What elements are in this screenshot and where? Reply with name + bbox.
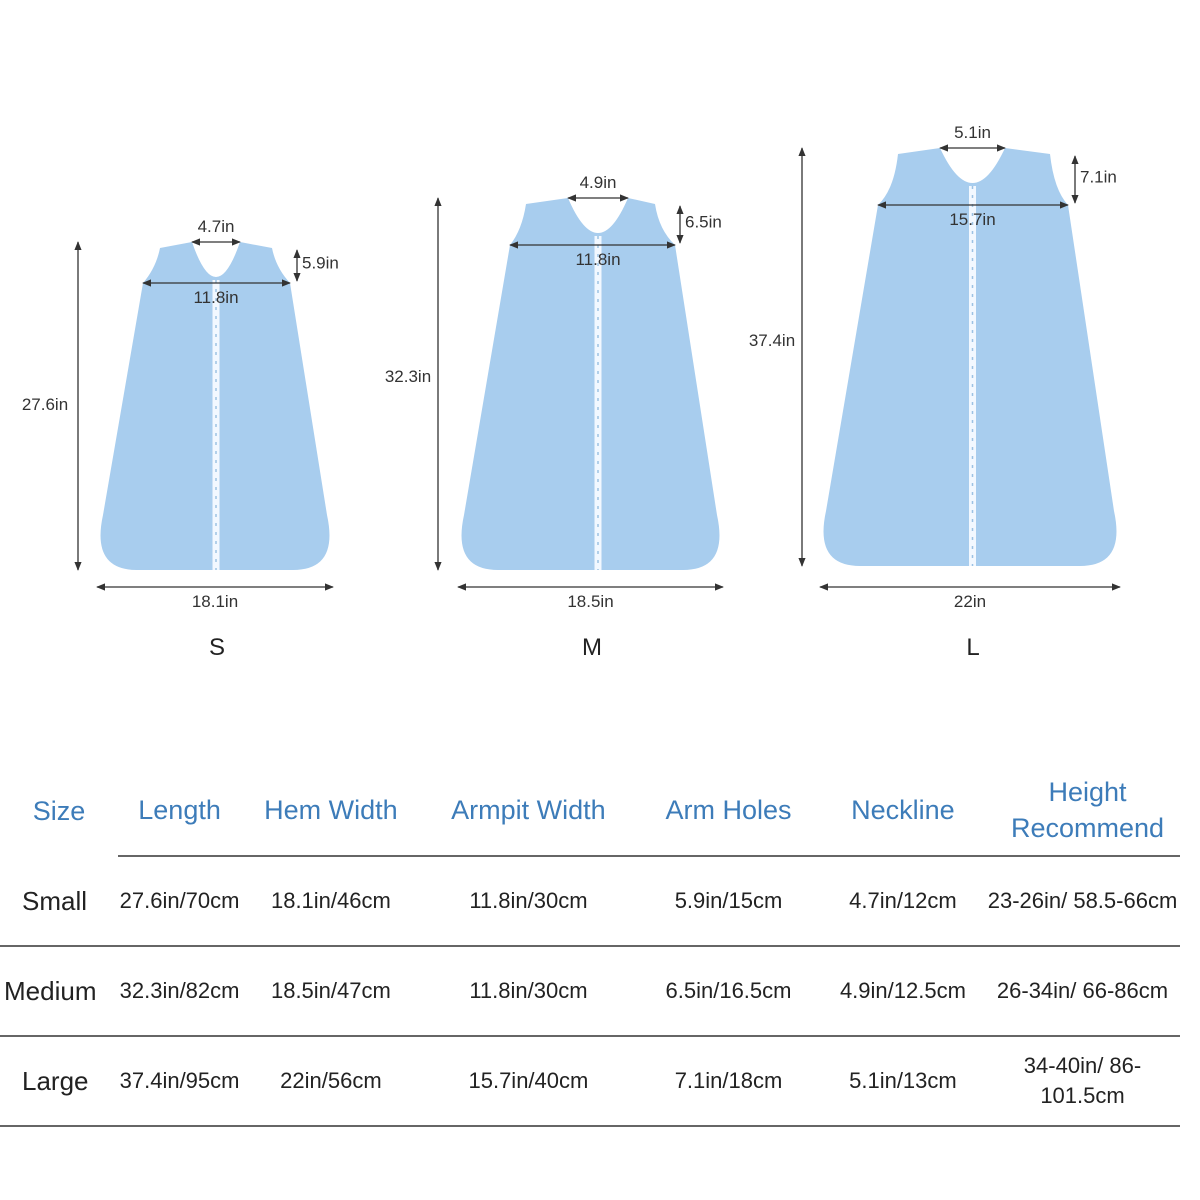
cell-armpit-width: 11.8in/30cm <box>420 856 637 947</box>
cell-hem-width: 22in/56cm <box>241 1036 421 1127</box>
cell-hem-width: 18.5in/47cm <box>241 946 421 1037</box>
cell-size: Large <box>0 1036 118 1127</box>
cell-size: Medium <box>0 946 118 1037</box>
header-arm-holes: Arm Holes <box>636 765 821 857</box>
table-row: Medium 32.3in/82cm 18.5in/47cm 11.8in/30cm 6… <box>0 946 1180 1037</box>
cell-length: 32.3in/82cm <box>118 946 242 1037</box>
neck-label: 4.9in <box>580 173 617 192</box>
header-armpit-width: Armpit Width <box>420 765 637 857</box>
size-table: Size Length Hem Width Armpit Width Arm H… <box>0 765 1180 1127</box>
armhole-label: 7.1in <box>1080 168 1117 187</box>
size-diagram: 27.6in 18.1in 11.8in 4.7in 5.9in S 32.3in 18.5i… <box>22 123 1121 661</box>
table-row: Large 37.4in/95cm 22in/56cm 15.7in/40cm 7.1i… <box>0 1036 1180 1127</box>
hem-label: 18.5in <box>567 592 613 611</box>
header-hem-width: Hem Width <box>241 765 421 857</box>
sleep-sack-m <box>461 198 720 570</box>
cell-height-recommend: 26-34in/ 66-86cm <box>985 946 1180 1037</box>
hem-label: 22in <box>954 592 986 611</box>
header-size: Size <box>32 795 86 826</box>
cell-armpit-width: 11.8in/30cm <box>420 946 637 1037</box>
armpit-label: 11.8in <box>575 250 620 269</box>
cell-length: 27.6in/70cm <box>118 856 242 947</box>
cell-neckline: 4.9in/12.5cm <box>820 946 986 1037</box>
cell-armpit-width: 15.7in/40cm <box>420 1036 637 1127</box>
header-length: Length <box>118 765 242 857</box>
length-label: 27.6in <box>22 395 68 414</box>
armhole-label: 6.5in <box>685 213 722 232</box>
cell-size: Small <box>0 856 118 947</box>
cell-neckline: 4.7in/12cm <box>820 856 986 947</box>
armpit-label: 11.8in <box>193 288 238 307</box>
length-label: 37.4in <box>749 331 795 350</box>
cell-hem-width: 18.1in/46cm <box>241 856 421 947</box>
table-header-row: Size Length Hem Width Armpit Width Arm H… <box>0 765 1180 857</box>
armpit-label: 15.7in <box>949 210 995 229</box>
cell-arm-holes: 7.1in/18cm <box>636 1036 821 1127</box>
size-label: L <box>966 634 979 661</box>
size-label: M <box>582 634 602 661</box>
header-neckline: Neckline <box>820 765 986 857</box>
neck-label: 4.7in <box>198 217 235 236</box>
cell-neckline: 5.1in/13cm <box>820 1036 986 1127</box>
table-row: Small 27.6in/70cm 18.1in/46cm 11.8in/30cm 5.… <box>0 856 1180 947</box>
cell-arm-holes: 6.5in/16.5cm <box>636 946 821 1037</box>
cell-arm-holes: 5.9in/15cm <box>636 856 821 947</box>
hem-label: 18.1in <box>192 592 238 611</box>
length-label: 32.3in <box>385 367 431 386</box>
cell-length: 37.4in/95cm <box>118 1036 242 1127</box>
cell-height-recommend: 34-40in/ 86-101.5cm <box>985 1036 1180 1127</box>
header-height-recommend: Height Recommend <box>985 765 1180 857</box>
armhole-label: 5.9in <box>302 254 339 273</box>
size-label: S <box>209 634 225 661</box>
neck-label: 5.1in <box>954 123 991 142</box>
cell-height-recommend: 23-26in/ 58.5-66cm <box>985 856 1180 947</box>
